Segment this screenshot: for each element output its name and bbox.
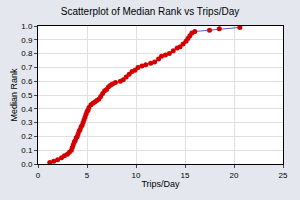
svg-text:5: 5 bbox=[85, 171, 90, 180]
svg-text:0: 0 bbox=[36, 171, 41, 180]
svg-text:0.0: 0.0 bbox=[21, 160, 33, 169]
svg-text:0.8: 0.8 bbox=[21, 49, 33, 58]
svg-text:15: 15 bbox=[181, 171, 190, 180]
svg-text:Trips/Day: Trips/Day bbox=[141, 179, 180, 189]
svg-text:0.7: 0.7 bbox=[21, 63, 33, 72]
svg-text:0.1: 0.1 bbox=[21, 146, 33, 155]
svg-text:25: 25 bbox=[279, 171, 288, 180]
svg-text:10: 10 bbox=[132, 171, 141, 180]
svg-text:0.6: 0.6 bbox=[21, 77, 33, 86]
svg-text:0.5: 0.5 bbox=[21, 91, 33, 100]
svg-text:0.4: 0.4 bbox=[21, 105, 33, 114]
svg-text:0.2: 0.2 bbox=[21, 132, 33, 141]
svg-text:20: 20 bbox=[230, 171, 239, 180]
svg-text:0.9: 0.9 bbox=[21, 36, 33, 45]
svg-text:1.0: 1.0 bbox=[21, 22, 33, 31]
svg-text:0.3: 0.3 bbox=[21, 118, 33, 127]
svg-text:Scatterplot of Median Rank vs: Scatterplot of Median Rank vs Trips/Day bbox=[61, 6, 239, 17]
svg-text:Median Rank: Median Rank bbox=[9, 68, 19, 122]
